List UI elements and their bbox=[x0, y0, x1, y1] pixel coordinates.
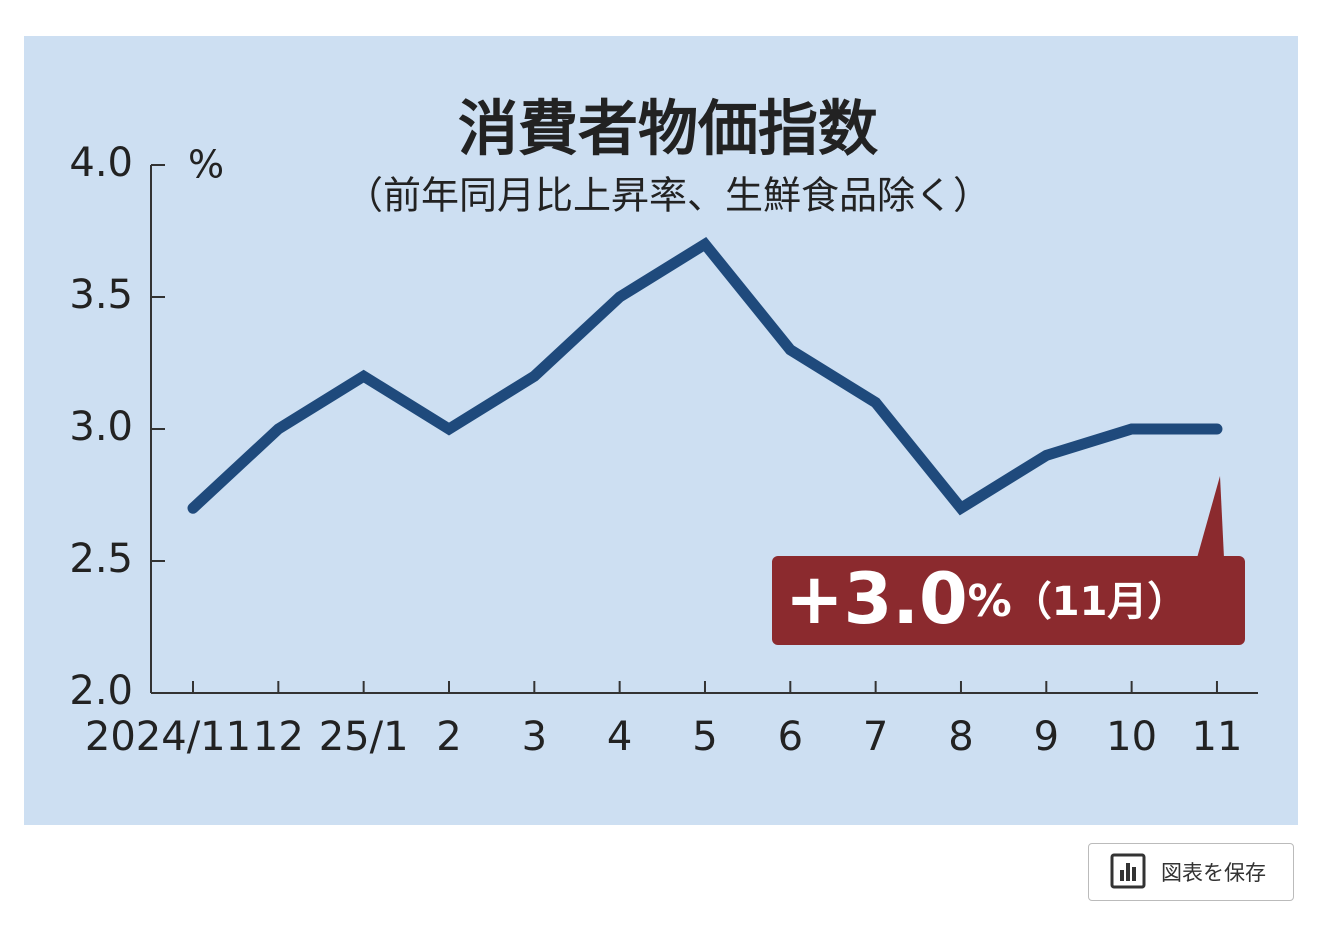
x-tick-label: 4 bbox=[607, 714, 632, 760]
annotation-text: +3.0%（11月） bbox=[785, 558, 1187, 640]
x-tick-label: 12 bbox=[253, 714, 304, 760]
y-tick-label: 3.5 bbox=[69, 272, 133, 318]
y-tick-label: 2.5 bbox=[69, 536, 133, 582]
y-unit: % bbox=[188, 143, 224, 187]
save-button[interactable]: 図表を保存 bbox=[1088, 843, 1294, 901]
x-tick-label: 25/1 bbox=[319, 714, 409, 760]
x-tick-label: 10 bbox=[1106, 714, 1157, 760]
y-tick-label: 4.0 bbox=[69, 140, 133, 186]
data-line bbox=[187, 236, 1223, 516]
annotation-pointer bbox=[1197, 476, 1224, 558]
chart-subtitle: （前年同月比上昇率、生鮮食品除く） bbox=[345, 174, 991, 218]
x-tick-label: 8 bbox=[948, 714, 973, 760]
x-tick-label: 6 bbox=[778, 714, 803, 760]
y-tick-label: 2.0 bbox=[69, 668, 133, 714]
chart-icon bbox=[1110, 853, 1146, 889]
save-label: 図表を保存 bbox=[1161, 861, 1266, 885]
x-tick-label: 2024/11 bbox=[85, 714, 251, 760]
annotation: +3.0%（11月） bbox=[772, 476, 1245, 645]
x-tick-label: 9 bbox=[1034, 714, 1059, 760]
y-tick-label: 3.0 bbox=[69, 404, 133, 450]
annotation-box bbox=[772, 556, 1245, 645]
chart-title: 消費者物価指数 bbox=[458, 95, 878, 165]
x-tick-label: 7 bbox=[863, 714, 888, 760]
x-tick-label: 11 bbox=[1192, 714, 1243, 760]
x-tick-label: 3 bbox=[522, 714, 547, 760]
x-tick-label: 5 bbox=[692, 714, 717, 760]
x-tick-label: 2 bbox=[436, 714, 461, 760]
